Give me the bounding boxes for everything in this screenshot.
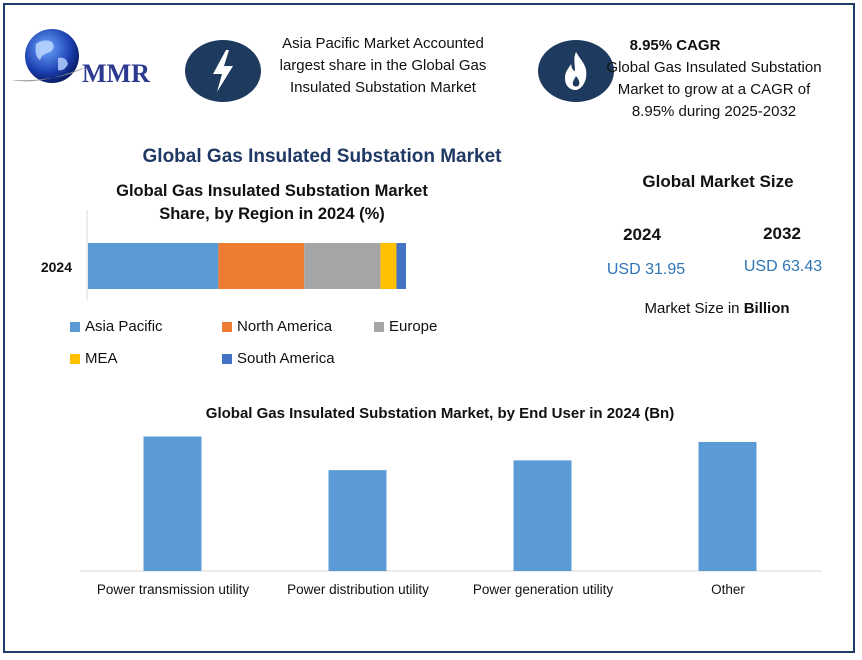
page-title: Global Gas Insulated Substation Market xyxy=(142,146,502,167)
market-size-heading: Global Market Size xyxy=(642,172,794,191)
region-stacked-chart: 2024 xyxy=(41,210,406,300)
bar-power-transmission-utility xyxy=(143,436,202,571)
x-tick-power-distribution: Power distribution utility xyxy=(287,582,429,597)
segment-asia-pacific xyxy=(88,243,219,289)
legend-south-america: South America xyxy=(222,350,335,367)
end-user-bar-chart xyxy=(80,436,822,572)
market-value-2024: USD 31.95 xyxy=(606,261,686,278)
mmr-logo: MMR xyxy=(10,24,170,94)
legend-swatch-north-america xyxy=(222,321,232,332)
cagr-text: Global Gas Insulated Substation Market t… xyxy=(606,59,822,120)
market-size-unit-prefix: Market Size in xyxy=(644,300,744,317)
legend-swatch-mea xyxy=(70,353,80,364)
legend-swatch-europe xyxy=(374,321,384,332)
legend-label-north-america: North America xyxy=(237,318,333,335)
info-asia-pacific: Asia Pacific Market Accounted largest sh… xyxy=(279,35,487,96)
legend-label-south-america: South America xyxy=(237,350,335,367)
segment-north-america xyxy=(218,243,305,289)
legend-label-asia-pacific: Asia Pacific xyxy=(85,318,163,335)
x-tick-other: Other xyxy=(711,582,745,597)
x-tick-power-generation: Power generation utility xyxy=(472,582,614,597)
legend-swatch-south-america xyxy=(222,353,232,364)
market-year-2024: 2024 xyxy=(623,225,661,244)
lightning-icon xyxy=(213,50,233,92)
legend-mea: MEA xyxy=(70,350,118,367)
legend-label-europe: Europe xyxy=(389,318,438,335)
legend-swatch-asia-pacific xyxy=(70,321,80,332)
bar-power-generation-utility xyxy=(513,460,572,571)
market-year-2032: 2032 xyxy=(763,224,801,243)
market-size-unit-bold: Billion xyxy=(743,300,790,317)
legend-north-america: North America xyxy=(222,318,332,335)
bar-power-distribution-utility xyxy=(328,470,387,571)
legend-asia-pacific: Asia Pacific xyxy=(70,318,163,335)
segment-south-america xyxy=(396,243,406,289)
logo-text: MMR xyxy=(82,59,150,88)
segment-europe xyxy=(304,243,381,289)
bar-other xyxy=(698,441,757,571)
region-chart-title: Global Gas Insulated Substation Market S… xyxy=(116,182,428,223)
legend-label-mea: MEA xyxy=(85,350,118,367)
x-tick-power-transmission: Power transmission utility xyxy=(96,582,250,597)
y-tick-2024: 2024 xyxy=(41,259,72,275)
market-value-2032: USD 63.43 xyxy=(743,258,823,275)
page-frame xyxy=(3,3,855,653)
market-size-unit: Market Size in Billion xyxy=(612,300,822,317)
flame-circle xyxy=(538,40,614,102)
flame-icon xyxy=(565,52,587,90)
cagr-heading: 8.95% CAGR xyxy=(629,37,721,54)
globe-icon: MMR xyxy=(12,29,150,88)
lightning-circle xyxy=(185,40,261,102)
legend-europe: Europe xyxy=(374,318,437,335)
end-user-chart-title: Global Gas Insulated Substation Market, … xyxy=(205,405,675,422)
segment-mea xyxy=(380,243,397,289)
